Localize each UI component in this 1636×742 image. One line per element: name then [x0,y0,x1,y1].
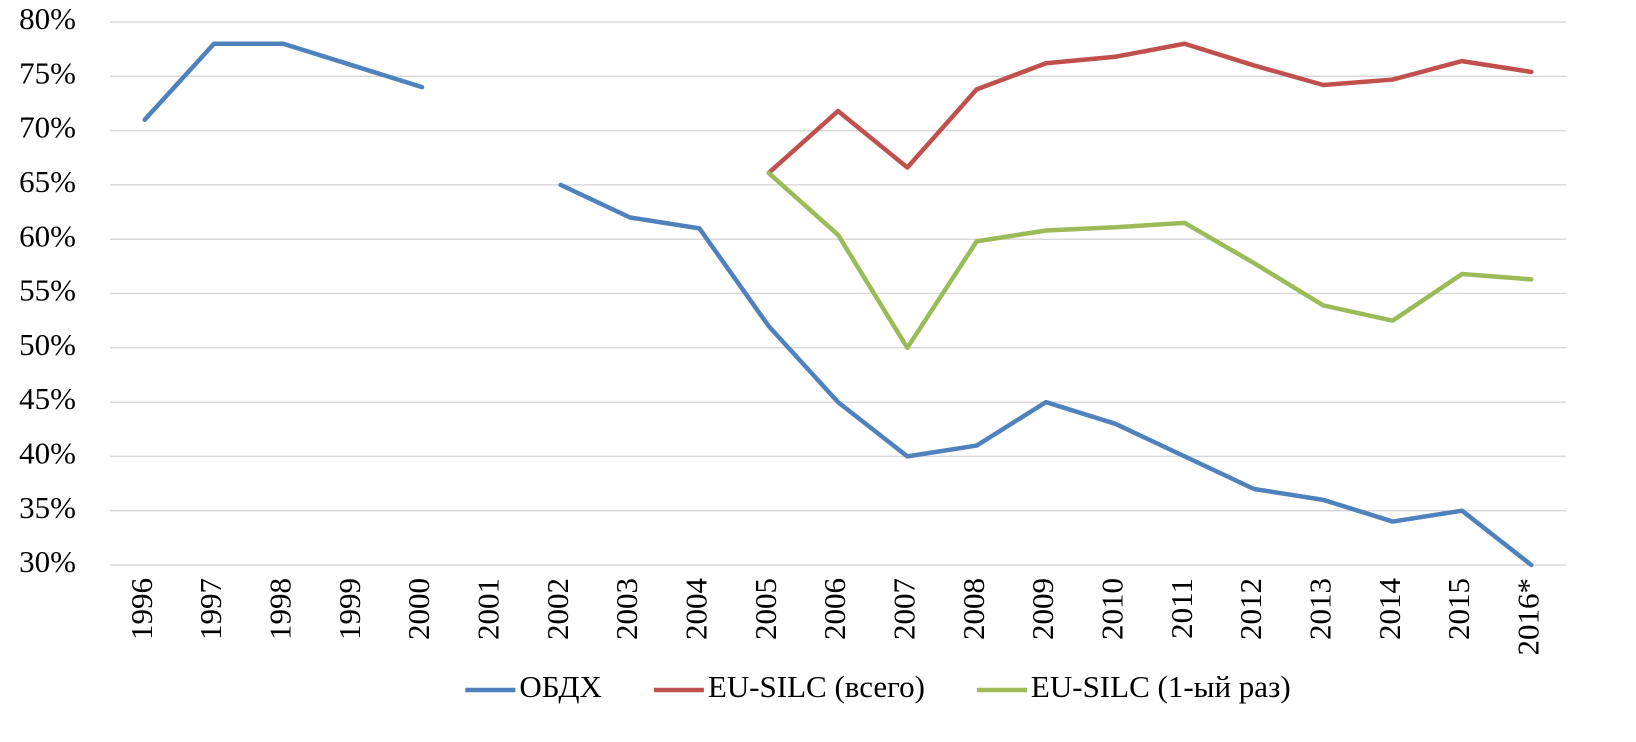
y-tick-label: 80% [19,1,76,36]
series-line [766,170,1534,351]
y-tick-label: 35% [19,490,76,525]
x-tick-label: 1996 [124,578,159,640]
x-tick-label: 2004 [678,578,713,641]
x-tick-label: 2006 [817,578,852,640]
y-tick-label: 70% [19,110,76,145]
x-tick-label: 2008 [956,578,991,640]
x-tick-label: 2000 [401,578,436,640]
x-tick-label: 2005 [748,578,783,640]
x-tick-label: 1998 [262,578,297,640]
series-line [766,41,1534,176]
x-tick-label: 2009 [1025,578,1060,640]
legend-label: EU-SILC (1-ый раз) [1031,669,1291,704]
x-tick-label: 2007 [886,578,921,640]
x-tick-label: 2001 [470,578,505,640]
x-tick-label: 2012 [1233,578,1268,640]
x-tick-label: 2013 [1302,578,1337,640]
y-tick-label: 60% [19,218,76,253]
y-tick-label: 65% [19,164,76,199]
legend-label: ОБДХ [519,669,602,704]
y-tick-label: 75% [19,55,76,90]
series-line [142,41,1534,568]
y-tick-label: 50% [19,327,76,362]
x-tick-label: 1997 [193,578,228,640]
x-tick-label: 2014 [1372,578,1407,641]
y-tick-label: 55% [19,273,76,308]
x-tick-label: 2015 [1441,578,1476,640]
legend: ОБДХ EU-SILC (всего) EU-SILC (1-ый раз) [465,669,1291,704]
x-tick-label: 2011 [1164,578,1199,639]
y-tick-label: 40% [19,436,76,471]
x-tick-label: 2003 [609,578,644,640]
legend-label: EU-SILC (всего) [708,669,925,704]
y-tick-label: 30% [19,544,76,579]
x-tick-label: 2002 [540,578,575,640]
y-tick-label: 45% [19,381,76,416]
x-tick-label: 1999 [332,578,367,640]
x-tick-label: 2016* [1510,578,1545,656]
x-tick-label: 2010 [1094,578,1129,640]
